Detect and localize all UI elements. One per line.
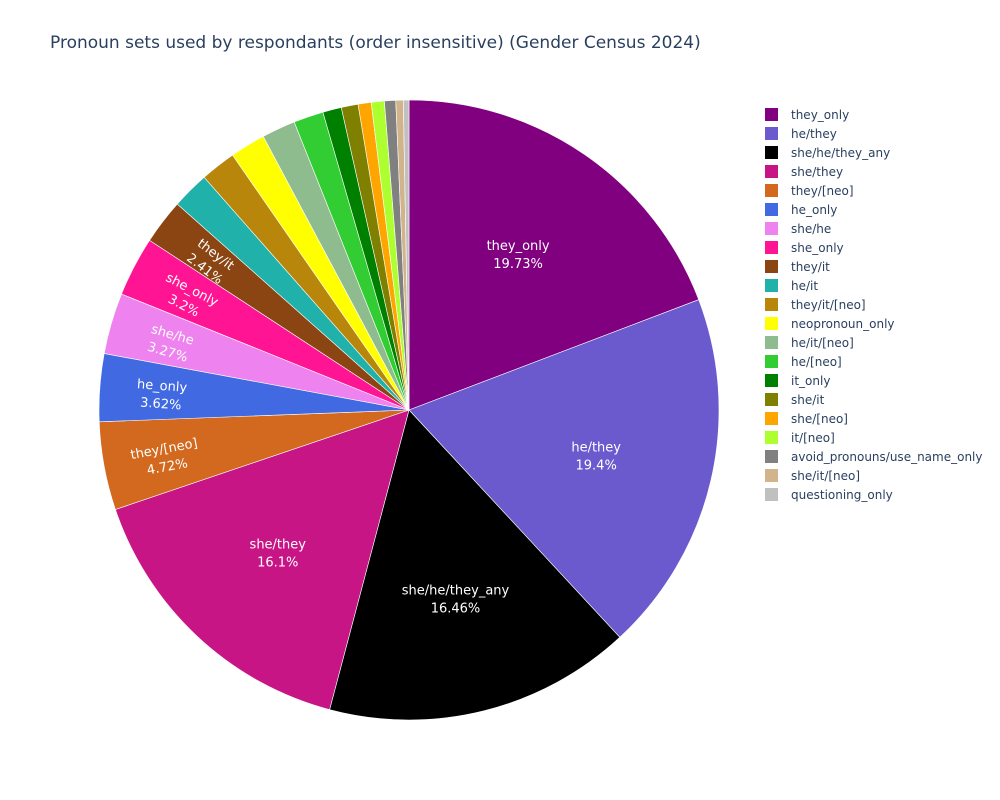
legend-item[interactable]: it/[neo] — [760, 428, 982, 447]
legend-swatch — [765, 431, 778, 444]
legend-label: neopronoun_only — [791, 316, 895, 331]
legend-item[interactable]: she/he/they_any — [760, 143, 982, 162]
slice-label-name: she/he/they_any — [402, 583, 510, 598]
legend-swatch — [765, 127, 778, 140]
legend: they_only he/they she/he/they_any she/they t… — [760, 105, 982, 504]
slice-label-value: 16.46% — [431, 601, 481, 616]
legend-swatch — [765, 488, 778, 501]
legend-item[interactable]: he/they — [760, 124, 982, 143]
chart-title: Pronoun sets used by respondants (order … — [50, 33, 701, 53]
legend-item[interactable]: she_only — [760, 238, 982, 257]
legend-item[interactable]: he/it/[neo] — [760, 333, 982, 352]
legend-item[interactable]: they/it/[neo] — [760, 295, 982, 314]
legend-label: she/he — [791, 221, 832, 236]
legend-swatch — [765, 165, 778, 178]
legend-swatch — [765, 469, 778, 482]
pie-slice-they-only[interactable] — [408, 99, 700, 411]
legend-swatch — [765, 298, 778, 311]
legend-item[interactable]: he/it — [760, 276, 982, 295]
legend-item[interactable]: questioning_only — [760, 485, 982, 504]
legend-label: it_only — [791, 373, 831, 388]
legend-label: he/they — [791, 126, 837, 141]
legend-label: they/[neo] — [791, 183, 854, 198]
legend-label: she/he/they_any — [791, 145, 891, 160]
pie-slice-she-he-they-any[interactable] — [329, 409, 621, 721]
legend-item[interactable]: she/they — [760, 162, 982, 181]
legend-swatch — [765, 146, 778, 159]
slice-label: they_only 19.73% — [487, 239, 550, 272]
legend-swatch — [765, 260, 778, 273]
legend-swatch — [765, 374, 778, 387]
slice-label: she/they 16.1% — [250, 537, 307, 570]
legend-label: they/it — [791, 259, 830, 274]
legend-item[interactable]: he/[neo] — [760, 352, 982, 371]
slice-label-name: he_only — [136, 377, 187, 396]
legend-label: she/they — [791, 164, 844, 179]
legend-swatch — [765, 184, 778, 197]
legend-swatch — [765, 393, 778, 406]
legend-label: it/[neo] — [791, 430, 835, 445]
slice-label: he/they 19.4% — [571, 441, 621, 474]
slice-label-value: 19.4% — [576, 459, 617, 474]
legend-swatch — [765, 450, 778, 463]
legend-label: she_only — [791, 240, 844, 255]
legend-label: questioning_only — [791, 487, 893, 502]
legend-item[interactable]: neopronoun_only — [760, 314, 982, 333]
legend-label: he/it — [791, 278, 819, 293]
pie-slices — [98, 99, 720, 721]
legend-item[interactable]: she/it — [760, 390, 982, 409]
legend-label: he/it/[neo] — [791, 335, 854, 350]
legend-item[interactable]: it_only — [760, 371, 982, 390]
pie-slice-questioning-only[interactable] — [403, 99, 410, 411]
legend-label: he_only — [791, 202, 838, 217]
legend-swatch — [765, 355, 778, 368]
legend-item[interactable]: they_only — [760, 105, 982, 124]
legend-swatch — [765, 336, 778, 349]
legend-swatch — [765, 241, 778, 254]
legend-label: they_only — [791, 107, 850, 122]
legend-label: she/[neo] — [791, 411, 848, 426]
slice-label-name: they_only — [487, 239, 550, 254]
legend-label: avoid_pronouns/use_name_only — [791, 449, 983, 464]
legend-label: she/it — [791, 392, 825, 407]
legend-label: they/it/[neo] — [791, 297, 866, 312]
legend-label: she/it/[neo] — [791, 468, 861, 483]
legend-item[interactable]: avoid_pronouns/use_name_only — [760, 447, 982, 466]
legend-label: he/[neo] — [791, 354, 842, 369]
legend-item[interactable]: he_only — [760, 200, 982, 219]
slice-label-value: 3.62% — [140, 395, 182, 413]
legend-swatch — [765, 108, 778, 121]
legend-item[interactable]: they/it — [760, 257, 982, 276]
pie-slice-he-they[interactable] — [408, 299, 720, 638]
slice-label: she/he/they_any 16.46% — [402, 583, 510, 616]
legend-swatch — [765, 279, 778, 292]
slice-label-value: 19.73% — [493, 257, 543, 272]
slice-label-name: he/they — [571, 441, 621, 456]
legend-swatch — [765, 317, 778, 330]
legend-item[interactable]: she/[neo] — [760, 409, 982, 428]
legend-swatch — [765, 412, 778, 425]
legend-swatch — [765, 203, 778, 216]
slice-label-name: she/they — [250, 537, 307, 552]
slice-label-value: 16.1% — [257, 555, 298, 570]
legend-swatch — [765, 222, 778, 235]
legend-item[interactable]: she/it/[neo] — [760, 466, 982, 485]
slice-label: he_only3.62% — [135, 377, 188, 414]
legend-item[interactable]: she/he — [760, 219, 982, 238]
slice-label-value: 4.72% — [146, 456, 189, 478]
legend-item[interactable]: they/[neo] — [760, 181, 982, 200]
